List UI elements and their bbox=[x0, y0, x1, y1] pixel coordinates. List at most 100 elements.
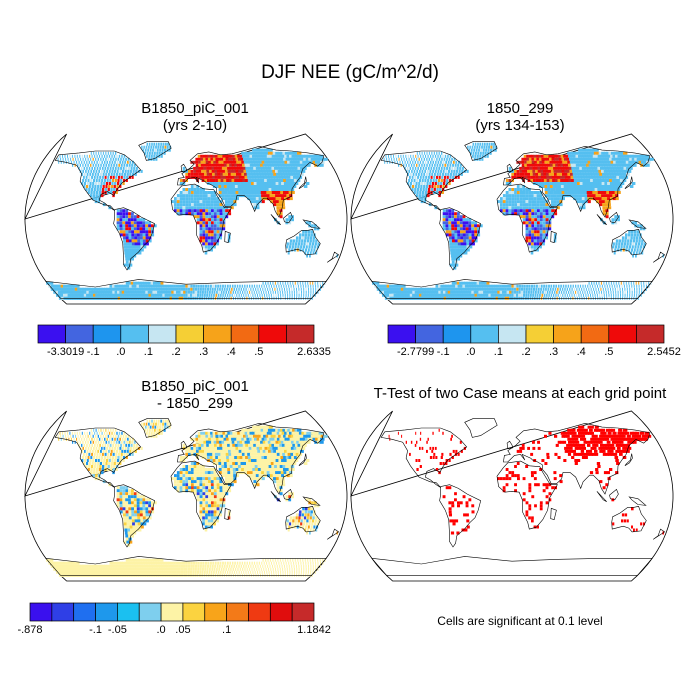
grid-cell bbox=[536, 230, 540, 234]
grid-cell bbox=[134, 236, 138, 240]
grid-cell bbox=[116, 154, 118, 158]
grid-cell bbox=[200, 434, 204, 438]
grid-cell bbox=[479, 224, 483, 228]
grid-cell bbox=[295, 452, 300, 456]
grid-cell bbox=[210, 206, 214, 210]
grid-cell bbox=[593, 182, 597, 185]
grid-cell bbox=[577, 185, 581, 188]
grid-cell bbox=[568, 163, 572, 167]
grid-cell bbox=[615, 182, 619, 185]
grid-cell bbox=[595, 281, 597, 285]
grid-cell bbox=[447, 160, 450, 164]
grid-cell bbox=[451, 224, 455, 228]
grid-cell bbox=[504, 284, 507, 288]
grid-cell bbox=[79, 293, 84, 297]
grid-cell bbox=[211, 212, 214, 216]
grid-cell bbox=[135, 446, 138, 450]
grid-cell bbox=[633, 236, 636, 240]
grid-cell bbox=[303, 239, 307, 243]
grid-cell bbox=[505, 200, 509, 204]
grid-cell bbox=[126, 172, 129, 176]
grid-cell bbox=[285, 218, 289, 222]
grid-cell bbox=[599, 293, 601, 297]
grid-cell bbox=[219, 446, 223, 450]
grid-cell bbox=[116, 215, 120, 219]
grid-cell bbox=[605, 175, 609, 179]
grid-cell bbox=[284, 154, 289, 158]
grid-cell bbox=[473, 157, 476, 161]
grid-cell bbox=[185, 172, 188, 176]
grid-cell bbox=[269, 446, 274, 450]
grid-cell bbox=[280, 293, 282, 297]
grid-cell bbox=[551, 212, 555, 216]
grid-cell bbox=[458, 248, 462, 252]
grid-cell bbox=[132, 160, 134, 164]
grid-cell bbox=[218, 185, 222, 188]
grid-cell bbox=[260, 163, 264, 167]
grid-cell bbox=[283, 179, 287, 182]
grid-cell bbox=[273, 163, 277, 167]
grid-cell bbox=[217, 169, 220, 173]
grid-cell bbox=[639, 154, 645, 158]
grid-cell bbox=[566, 185, 570, 188]
grid-cell bbox=[240, 157, 244, 161]
grid-cell bbox=[125, 218, 129, 222]
grid-cell bbox=[281, 287, 283, 291]
grid-cell bbox=[107, 151, 109, 155]
grid-cell bbox=[139, 227, 143, 231]
grid-cell bbox=[537, 287, 540, 291]
grid-cell bbox=[122, 434, 125, 438]
grid-cell bbox=[434, 163, 436, 167]
grid-cell bbox=[295, 284, 297, 288]
grid-cell bbox=[97, 200, 101, 204]
grid-cell bbox=[276, 437, 281, 441]
grid-cell bbox=[120, 456, 123, 459]
grid-cell bbox=[552, 287, 554, 291]
grid-cell bbox=[548, 212, 552, 216]
grid-cell bbox=[289, 242, 292, 246]
grid-cell bbox=[124, 290, 128, 294]
grid-cell bbox=[221, 437, 224, 441]
grid-cell bbox=[418, 194, 422, 198]
grid-cell bbox=[616, 157, 621, 161]
grid-cell bbox=[298, 169, 303, 173]
grid-cell bbox=[559, 157, 563, 161]
grid-cell bbox=[205, 203, 209, 207]
grid-cell bbox=[462, 293, 467, 297]
grid-cell bbox=[215, 182, 219, 185]
grid-cell bbox=[395, 154, 397, 158]
grid-cell bbox=[265, 449, 269, 453]
grid-cell bbox=[229, 182, 233, 185]
grid-cell bbox=[633, 230, 637, 234]
grid-cell bbox=[528, 221, 532, 225]
grid-cell bbox=[205, 218, 209, 222]
grid-cell bbox=[116, 209, 120, 213]
grid-cell bbox=[414, 175, 417, 179]
grid-cell bbox=[431, 163, 434, 167]
grid-cell bbox=[103, 446, 106, 450]
grid-cell bbox=[206, 290, 209, 294]
grid-cell bbox=[616, 175, 620, 179]
grid-cell bbox=[107, 290, 112, 294]
grid-cell bbox=[439, 188, 442, 191]
grid-cell bbox=[634, 290, 636, 294]
grid-cell bbox=[176, 212, 180, 216]
grid-cell bbox=[596, 151, 601, 155]
grid-cell bbox=[226, 437, 230, 441]
grid-cell bbox=[600, 175, 604, 179]
grid-cell bbox=[633, 293, 635, 297]
panel-title-case2: 1850_299 (yrs 134-153) bbox=[370, 100, 670, 134]
grid-cell bbox=[501, 287, 505, 291]
grid-cell bbox=[638, 284, 640, 288]
grid-cell bbox=[116, 169, 119, 173]
grid-cell bbox=[108, 185, 111, 188]
grid-cell bbox=[98, 446, 100, 450]
grid-cell bbox=[642, 154, 647, 158]
grid-cell bbox=[505, 212, 509, 216]
grid-cell bbox=[427, 175, 430, 179]
grid-cell bbox=[292, 160, 297, 164]
grid-cell bbox=[182, 182, 186, 185]
grid-cell bbox=[262, 440, 267, 444]
grid-cell bbox=[534, 293, 537, 297]
grid-cell bbox=[612, 154, 617, 158]
